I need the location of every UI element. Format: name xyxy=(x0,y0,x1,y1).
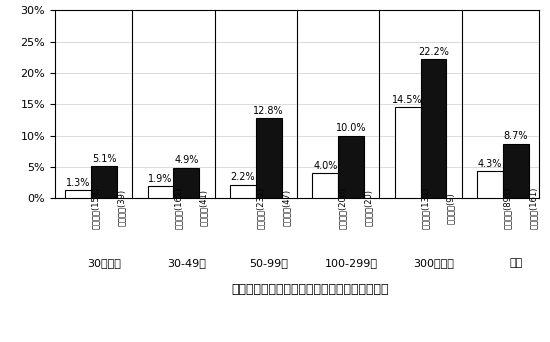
Bar xyxy=(477,171,503,198)
Text: 回答あり(9): 回答あり(9) xyxy=(447,192,455,224)
Bar xyxy=(338,136,364,198)
Text: 回答あり(20): 回答あり(20) xyxy=(364,189,373,226)
Text: 300人以上: 300人以上 xyxy=(413,258,454,268)
Bar xyxy=(147,186,173,198)
Text: 5.1%: 5.1% xyxy=(92,154,117,164)
Bar xyxy=(503,144,529,198)
Text: 4.3%: 4.3% xyxy=(478,159,502,169)
Text: 回答あり(47): 回答あり(47) xyxy=(282,189,290,226)
Bar xyxy=(421,59,447,198)
Text: 30-49人: 30-49人 xyxy=(167,258,206,268)
Text: 回答なし(891): 回答なし(891) xyxy=(503,187,512,229)
Bar xyxy=(395,107,421,198)
Text: 8.7%: 8.7% xyxy=(503,131,528,141)
Text: 10.0%: 10.0% xyxy=(336,123,366,133)
Text: 回答なし(152): 回答なし(152) xyxy=(91,187,100,229)
Text: 社長、役職者が直接、社員の意見を聞いている: 社長、役職者が直接、社員の意見を聞いている xyxy=(231,283,389,296)
Text: 回答あり(39): 回答あり(39) xyxy=(117,189,126,226)
Text: 12.8%: 12.8% xyxy=(254,106,284,116)
Text: 回答あり(41): 回答あり(41) xyxy=(199,189,208,226)
Text: 全体: 全体 xyxy=(509,258,522,268)
Bar xyxy=(65,190,91,198)
Text: 回答あり(161): 回答あり(161) xyxy=(529,187,538,229)
Bar xyxy=(230,185,256,198)
Bar xyxy=(173,168,199,198)
Text: 回答なし(200): 回答なし(200) xyxy=(338,187,347,229)
Text: 14.5%: 14.5% xyxy=(392,95,423,105)
Text: 100-299人: 100-299人 xyxy=(324,258,378,268)
Bar xyxy=(256,118,282,198)
Text: 1.9%: 1.9% xyxy=(148,174,173,184)
Text: 4.0%: 4.0% xyxy=(313,161,338,171)
Text: 回答なし(131): 回答なし(131) xyxy=(421,187,430,229)
Text: 30人未満: 30人未満 xyxy=(87,258,121,268)
Text: 1.3%: 1.3% xyxy=(66,178,90,188)
Text: 22.2%: 22.2% xyxy=(418,47,449,57)
Text: 4.9%: 4.9% xyxy=(174,155,199,165)
Text: 回答なし(161): 回答なし(161) xyxy=(173,187,183,229)
Bar xyxy=(91,167,117,198)
Text: 回答なし(231): 回答なし(231) xyxy=(256,187,265,229)
Text: 50-99人: 50-99人 xyxy=(249,258,288,268)
Text: 2.2%: 2.2% xyxy=(230,172,255,182)
Bar xyxy=(312,173,338,198)
